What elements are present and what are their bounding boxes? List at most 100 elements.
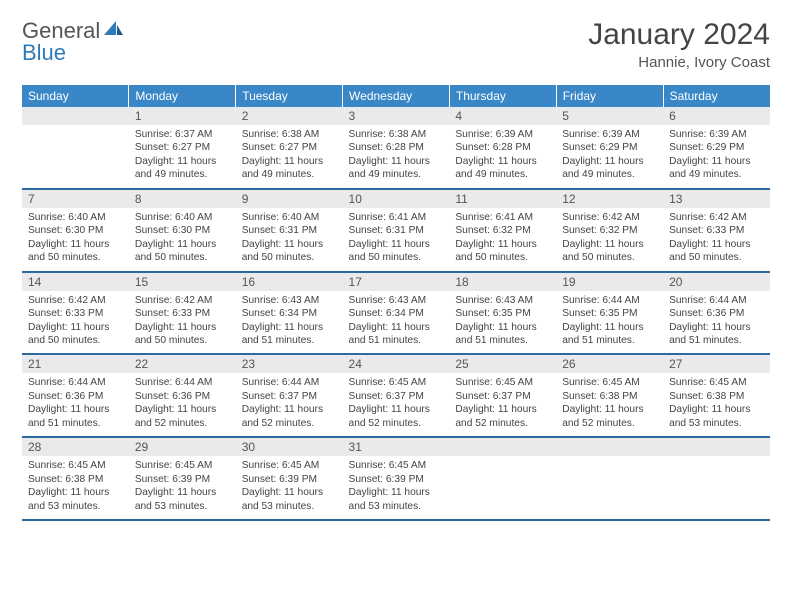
calendar-body: 1Sunrise: 6:37 AMSunset: 6:27 PMDaylight… [22, 107, 770, 520]
dow-tuesday: Tuesday [236, 85, 343, 107]
day-body-empty [449, 456, 556, 514]
day-number: 9 [236, 190, 343, 208]
day-number: 1 [129, 107, 236, 125]
day-body: Sunrise: 6:40 AMSunset: 6:30 PMDaylight:… [22, 208, 129, 271]
dow-monday: Monday [129, 85, 236, 107]
calendar-cell: 4Sunrise: 6:39 AMSunset: 6:28 PMDaylight… [449, 107, 556, 189]
day-number: 22 [129, 355, 236, 373]
day-number: 25 [449, 355, 556, 373]
day-body: Sunrise: 6:40 AMSunset: 6:30 PMDaylight:… [129, 208, 236, 271]
calendar-week-row: 1Sunrise: 6:37 AMSunset: 6:27 PMDaylight… [22, 107, 770, 189]
calendar-week-row: 28Sunrise: 6:45 AMSunset: 6:38 PMDayligh… [22, 437, 770, 520]
day-number: 17 [343, 273, 450, 291]
dow-wednesday: Wednesday [343, 85, 450, 107]
calendar-cell: 27Sunrise: 6:45 AMSunset: 6:38 PMDayligh… [663, 354, 770, 437]
day-number: 10 [343, 190, 450, 208]
day-body: Sunrise: 6:44 AMSunset: 6:36 PMDaylight:… [663, 291, 770, 354]
day-number-empty [449, 438, 556, 456]
day-number-empty [22, 107, 129, 125]
day-number: 27 [663, 355, 770, 373]
day-body-empty [663, 456, 770, 514]
day-body: Sunrise: 6:42 AMSunset: 6:33 PMDaylight:… [129, 291, 236, 354]
day-body: Sunrise: 6:44 AMSunset: 6:37 PMDaylight:… [236, 373, 343, 436]
calendar-cell: 8Sunrise: 6:40 AMSunset: 6:30 PMDaylight… [129, 189, 236, 272]
calendar-cell: 19Sunrise: 6:44 AMSunset: 6:35 PMDayligh… [556, 272, 663, 355]
day-number: 5 [556, 107, 663, 125]
day-body: Sunrise: 6:42 AMSunset: 6:33 PMDaylight:… [663, 208, 770, 271]
calendar-cell: 13Sunrise: 6:42 AMSunset: 6:33 PMDayligh… [663, 189, 770, 272]
day-number: 8 [129, 190, 236, 208]
calendar-cell: 3Sunrise: 6:38 AMSunset: 6:28 PMDaylight… [343, 107, 450, 189]
day-body: Sunrise: 6:45 AMSunset: 6:38 PMDaylight:… [556, 373, 663, 436]
location-label: Hannie, Ivory Coast [588, 54, 770, 71]
calendar-cell: 7Sunrise: 6:40 AMSunset: 6:30 PMDaylight… [22, 189, 129, 272]
day-body: Sunrise: 6:45 AMSunset: 6:38 PMDaylight:… [22, 456, 129, 519]
day-number: 15 [129, 273, 236, 291]
calendar-cell: 21Sunrise: 6:44 AMSunset: 6:36 PMDayligh… [22, 354, 129, 437]
day-body: Sunrise: 6:45 AMSunset: 6:39 PMDaylight:… [236, 456, 343, 519]
day-body: Sunrise: 6:37 AMSunset: 6:27 PMDaylight:… [129, 125, 236, 188]
month-title: January 2024 [588, 18, 770, 52]
calendar-cell: 11Sunrise: 6:41 AMSunset: 6:32 PMDayligh… [449, 189, 556, 272]
calendar-cell: 28Sunrise: 6:45 AMSunset: 6:38 PMDayligh… [22, 437, 129, 520]
calendar-cell: 14Sunrise: 6:42 AMSunset: 6:33 PMDayligh… [22, 272, 129, 355]
brand-word-2: Blue [22, 40, 66, 66]
day-body: Sunrise: 6:38 AMSunset: 6:28 PMDaylight:… [343, 125, 450, 188]
calendar-cell [449, 437, 556, 520]
calendar-cell: 20Sunrise: 6:44 AMSunset: 6:36 PMDayligh… [663, 272, 770, 355]
day-body: Sunrise: 6:44 AMSunset: 6:36 PMDaylight:… [129, 373, 236, 436]
day-body: Sunrise: 6:45 AMSunset: 6:37 PMDaylight:… [343, 373, 450, 436]
day-body: Sunrise: 6:38 AMSunset: 6:27 PMDaylight:… [236, 125, 343, 188]
calendar-week-row: 14Sunrise: 6:42 AMSunset: 6:33 PMDayligh… [22, 272, 770, 355]
calendar-cell: 25Sunrise: 6:45 AMSunset: 6:37 PMDayligh… [449, 354, 556, 437]
day-body: Sunrise: 6:39 AMSunset: 6:29 PMDaylight:… [556, 125, 663, 188]
calendar-cell: 2Sunrise: 6:38 AMSunset: 6:27 PMDaylight… [236, 107, 343, 189]
dow-friday: Friday [556, 85, 663, 107]
day-number: 23 [236, 355, 343, 373]
day-number: 16 [236, 273, 343, 291]
calendar-cell: 22Sunrise: 6:44 AMSunset: 6:36 PMDayligh… [129, 354, 236, 437]
calendar-cell: 29Sunrise: 6:45 AMSunset: 6:39 PMDayligh… [129, 437, 236, 520]
calendar-cell: 24Sunrise: 6:45 AMSunset: 6:37 PMDayligh… [343, 354, 450, 437]
calendar-cell [556, 437, 663, 520]
page-header: General January 2024 Hannie, Ivory Coast [22, 18, 770, 71]
dow-saturday: Saturday [663, 85, 770, 107]
day-number: 26 [556, 355, 663, 373]
day-number: 19 [556, 273, 663, 291]
day-body-empty [22, 125, 129, 183]
day-body: Sunrise: 6:40 AMSunset: 6:31 PMDaylight:… [236, 208, 343, 271]
calendar-cell: 5Sunrise: 6:39 AMSunset: 6:29 PMDaylight… [556, 107, 663, 189]
day-body: Sunrise: 6:45 AMSunset: 6:39 PMDaylight:… [343, 456, 450, 519]
calendar-cell: 1Sunrise: 6:37 AMSunset: 6:27 PMDaylight… [129, 107, 236, 189]
day-number: 14 [22, 273, 129, 291]
calendar-cell: 26Sunrise: 6:45 AMSunset: 6:38 PMDayligh… [556, 354, 663, 437]
day-body: Sunrise: 6:39 AMSunset: 6:28 PMDaylight:… [449, 125, 556, 188]
calendar-cell: 9Sunrise: 6:40 AMSunset: 6:31 PMDaylight… [236, 189, 343, 272]
day-body-empty [556, 456, 663, 514]
day-number: 28 [22, 438, 129, 456]
day-number: 11 [449, 190, 556, 208]
day-body: Sunrise: 6:43 AMSunset: 6:35 PMDaylight:… [449, 291, 556, 354]
day-number: 24 [343, 355, 450, 373]
sail-icon [103, 18, 125, 44]
day-number: 6 [663, 107, 770, 125]
day-number: 20 [663, 273, 770, 291]
calendar-cell: 16Sunrise: 6:43 AMSunset: 6:34 PMDayligh… [236, 272, 343, 355]
dow-thursday: Thursday [449, 85, 556, 107]
calendar-cell: 17Sunrise: 6:43 AMSunset: 6:34 PMDayligh… [343, 272, 450, 355]
calendar-week-row: 7Sunrise: 6:40 AMSunset: 6:30 PMDaylight… [22, 189, 770, 272]
day-number: 18 [449, 273, 556, 291]
calendar-cell [22, 107, 129, 189]
calendar-cell: 30Sunrise: 6:45 AMSunset: 6:39 PMDayligh… [236, 437, 343, 520]
calendar-week-row: 21Sunrise: 6:44 AMSunset: 6:36 PMDayligh… [22, 354, 770, 437]
calendar-cell: 12Sunrise: 6:42 AMSunset: 6:32 PMDayligh… [556, 189, 663, 272]
day-number: 12 [556, 190, 663, 208]
calendar-cell: 10Sunrise: 6:41 AMSunset: 6:31 PMDayligh… [343, 189, 450, 272]
day-body: Sunrise: 6:44 AMSunset: 6:36 PMDaylight:… [22, 373, 129, 436]
calendar-grid: Sunday Monday Tuesday Wednesday Thursday… [22, 85, 770, 521]
calendar-cell: 15Sunrise: 6:42 AMSunset: 6:33 PMDayligh… [129, 272, 236, 355]
day-number: 3 [343, 107, 450, 125]
calendar-cell [663, 437, 770, 520]
day-body: Sunrise: 6:45 AMSunset: 6:38 PMDaylight:… [663, 373, 770, 436]
day-number: 21 [22, 355, 129, 373]
